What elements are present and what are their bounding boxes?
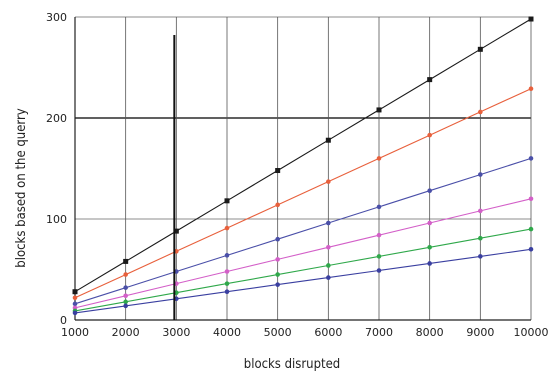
x-tick-labels: 1000 2000 3000 4000 5000 6000 7000 8000 9000 1000… xyxy=(61,326,549,339)
data-point xyxy=(376,204,382,210)
data-point xyxy=(326,244,331,250)
x-tick-label: 8000 xyxy=(416,326,444,339)
data-point xyxy=(376,268,382,273)
x-tick-label: 9000 xyxy=(466,326,494,339)
series-line-3 xyxy=(74,157,532,305)
data-point xyxy=(528,16,534,22)
x-axis-title: blocks disrupted xyxy=(244,357,340,372)
data-point xyxy=(478,254,483,259)
data-point xyxy=(528,247,534,252)
x-tick-label: 5000 xyxy=(264,326,292,339)
data-point xyxy=(224,253,230,258)
data-point xyxy=(528,86,534,92)
data-point xyxy=(123,258,129,264)
data-point xyxy=(123,299,128,305)
x-tick-label: 1000 xyxy=(61,326,89,339)
y-tick-label: 100 xyxy=(46,213,67,226)
data-point xyxy=(427,220,432,226)
data-point xyxy=(224,281,230,286)
x-tick-label: 6000 xyxy=(314,326,342,339)
data-point xyxy=(326,263,331,268)
data-point xyxy=(376,254,382,259)
series-line-5 xyxy=(74,228,532,312)
data-point xyxy=(427,77,433,83)
series-line-1 xyxy=(74,18,532,293)
data-point xyxy=(427,132,432,138)
data-point xyxy=(326,220,331,226)
series-lines xyxy=(74,18,532,314)
data-point xyxy=(72,301,78,307)
y-tick-label: 200 xyxy=(46,112,67,125)
data-point xyxy=(72,310,78,316)
data-point xyxy=(478,235,483,241)
x-tick-label: 2000 xyxy=(112,326,140,339)
data-point xyxy=(173,228,179,234)
y-axis-title: blocks based on the querry xyxy=(14,108,29,267)
data-point xyxy=(427,188,432,194)
data-point xyxy=(123,303,128,309)
series-line-6 xyxy=(74,248,532,314)
data-point xyxy=(427,244,432,250)
y-tick-labels: 0 100 200 300 xyxy=(46,11,67,327)
data-point xyxy=(478,109,483,115)
data-point xyxy=(123,293,128,299)
data-point xyxy=(376,107,382,113)
data-point xyxy=(72,295,78,301)
data-point xyxy=(275,257,280,262)
data-point xyxy=(528,156,534,161)
x-tick-label: 10000 xyxy=(514,326,549,339)
data-point xyxy=(376,232,382,238)
data-point xyxy=(528,196,534,202)
data-point xyxy=(427,261,432,266)
x-tick-label: 4000 xyxy=(213,326,241,339)
data-point xyxy=(477,46,483,52)
data-point xyxy=(275,272,280,277)
data-point xyxy=(72,289,78,295)
data-point xyxy=(275,202,280,208)
series-line-2 xyxy=(74,88,532,299)
data-point xyxy=(275,236,280,242)
data-point xyxy=(275,168,281,174)
series-line-4 xyxy=(74,198,532,309)
data-point xyxy=(224,198,230,204)
y-tick-label: 0 xyxy=(60,314,67,327)
grid-lines xyxy=(74,16,532,321)
data-point xyxy=(326,275,331,280)
data-point xyxy=(123,285,128,290)
y-tick-label: 300 xyxy=(46,11,67,24)
data-point xyxy=(224,269,230,274)
data-point xyxy=(376,156,382,161)
x-tick-label: 3000 xyxy=(162,326,190,339)
data-point xyxy=(275,282,280,287)
data-point xyxy=(478,172,483,177)
data-point xyxy=(224,225,230,231)
data-point xyxy=(326,179,331,184)
data-point xyxy=(224,289,230,295)
data-point xyxy=(325,137,331,143)
data-point xyxy=(528,226,534,232)
data-point xyxy=(123,272,128,277)
x-tick-label: 7000 xyxy=(365,326,393,339)
data-point xyxy=(478,208,483,214)
